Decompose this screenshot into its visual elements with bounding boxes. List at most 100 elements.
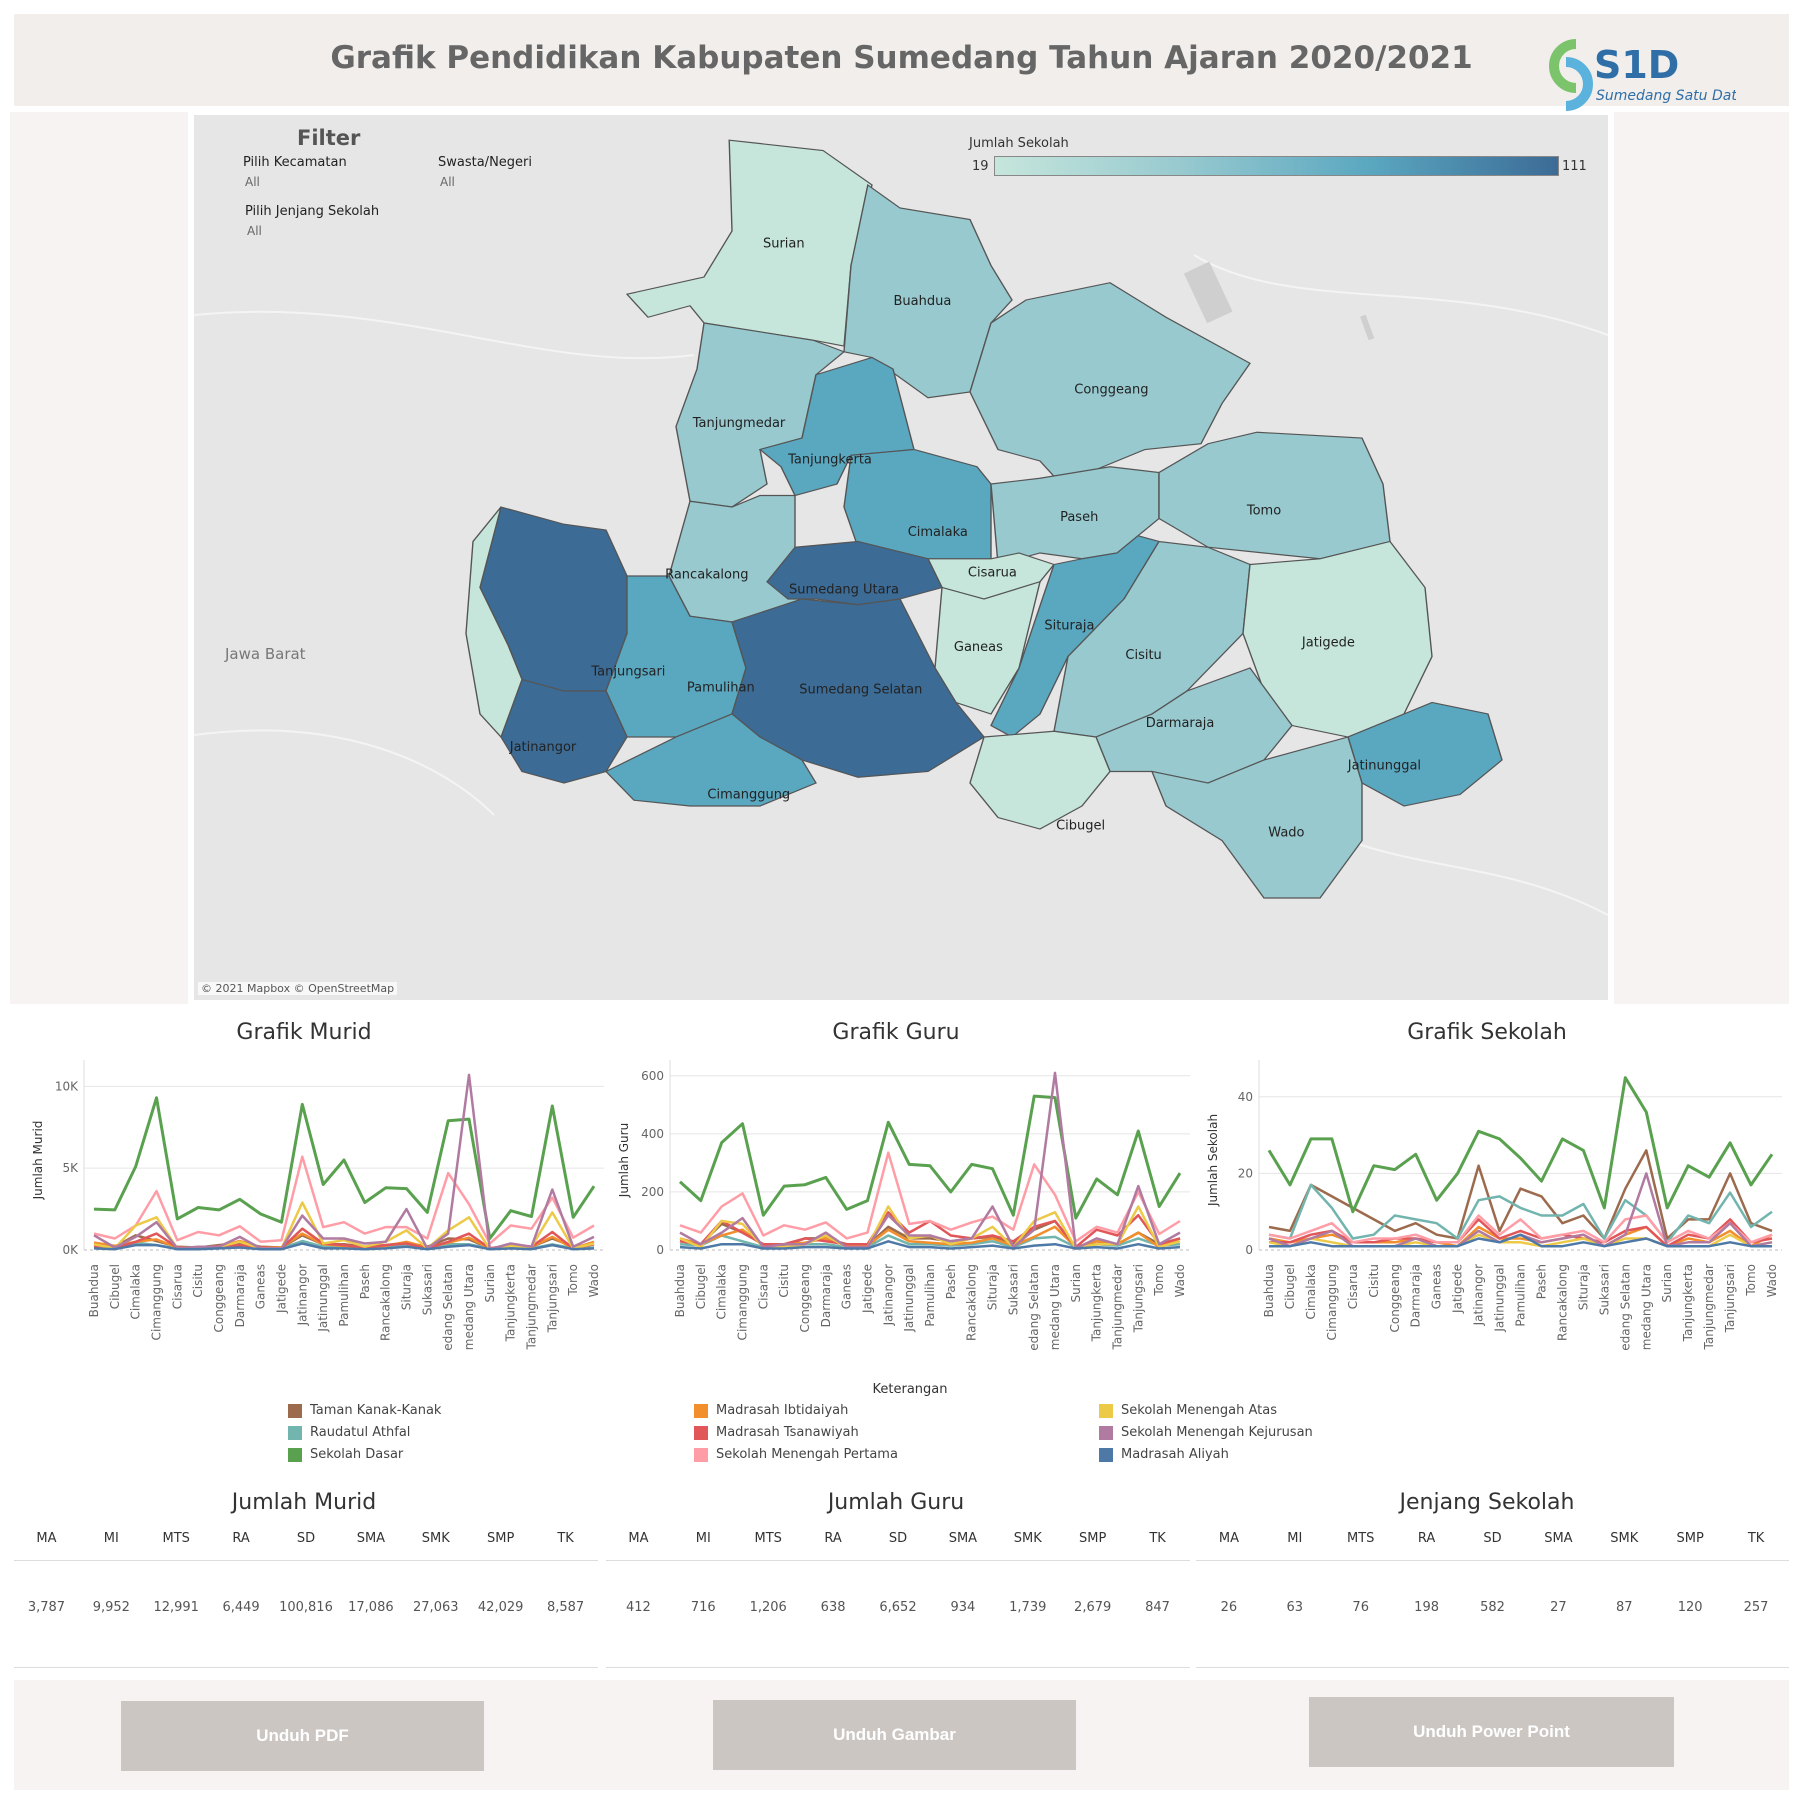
legend-swatch — [1099, 1425, 1113, 1440]
s1d-logo: S1D Sumedang Satu Data — [1536, 32, 1745, 112]
district-jatinangor[interactable] — [500, 678, 628, 784]
table-header-smp: SMP — [1079, 1531, 1107, 1546]
legend-swatch — [694, 1425, 708, 1440]
x-tick-label: Sukasari — [1597, 1264, 1611, 1315]
series-line-sekolah-dasar[interactable] — [93, 1096, 596, 1240]
series-line-sekolah-menengah-pertama[interactable] — [93, 1155, 595, 1245]
series-line-madrasah-aliyah[interactable] — [93, 1242, 595, 1251]
x-tick-label: Sukasari — [1006, 1264, 1020, 1315]
district-rancakalong[interactable] — [668, 494, 803, 623]
district-tanjungmedar[interactable] — [675, 322, 846, 508]
legend-item-madrasah-tsanawiyah[interactable]: Madrasah Tsanawiyah — [694, 1425, 859, 1440]
district-label-tanjungsari: Tanjungsari — [590, 664, 665, 679]
series-line-madrasah-aliyah[interactable] — [1269, 1233, 1772, 1248]
table-cell-mts: 1,206 — [749, 1600, 787, 1615]
legend-item-sekolah-dasar[interactable]: Sekolah Dasar — [288, 1447, 403, 1462]
x-tick-label: Jatinunggal — [902, 1264, 916, 1333]
legend-item-sekolah-menengah-pertama[interactable]: Sekolah Menengah Pertama — [694, 1447, 898, 1462]
map-legend-title: Jumlah Sekolah — [969, 136, 1069, 151]
district-label-pamulihan: Pamulihan — [687, 680, 755, 695]
series-line-sekolah-menengah-pertama[interactable] — [1268, 1214, 1773, 1244]
download-ppt-button[interactable]: Unduh Power Point — [1309, 1697, 1674, 1767]
legend-item-madrasah-aliyah[interactable]: Madrasah Aliyah — [1099, 1447, 1229, 1462]
x-tick-label: Sumedang Utara — [1639, 1264, 1653, 1350]
series-line-sekolah-dasar[interactable] — [678, 1094, 1182, 1220]
district-label-surian: Surian — [763, 237, 805, 252]
chart-sekolah[interactable]: 0 20 40 Jumlah Sekolah Buahdua Cibugel Cimalak… — [1196, 1050, 1790, 1350]
table-cell-ma: 3,787 — [27, 1600, 66, 1615]
legend-item-sekolah-menengah-atas[interactable]: Sekolah Menengah Atas — [1099, 1403, 1277, 1418]
y-tick-label: 200 — [641, 1185, 664, 1199]
district-label-jatinangor: Jatinangor — [509, 740, 577, 755]
district-conggeang[interactable] — [969, 282, 1251, 485]
chart-murid[interactable]: 0K 5K 10K Jumlah Murid Buahdua Cibugel Cimalak… — [14, 1050, 604, 1350]
filter-kecamatan-select[interactable]: All — [245, 175, 260, 189]
table-cell-smk: 87 — [1615, 1600, 1633, 1615]
table-header-ma: MA — [36, 1531, 57, 1546]
series-line-sekolah-menengah-kejurusan[interactable] — [679, 1071, 1181, 1250]
filter-title: Filter — [297, 126, 361, 150]
x-tick-label: Tanjungsari — [1131, 1264, 1145, 1333]
table-header-divider — [1196, 1560, 1789, 1561]
legend-item-label: Sekolah Menengah Pertama — [716, 1447, 898, 1462]
y-tick-label: 5K — [62, 1161, 79, 1175]
table-cell-ma: 26 — [1220, 1600, 1238, 1615]
district-jatinunggal[interactable] — [1347, 701, 1503, 807]
legend-item-taman-kanak-kanak[interactable]: Taman Kanak-Kanak — [288, 1403, 441, 1418]
legend-item-raudatul-athfal[interactable]: Raudatul Athfal — [288, 1425, 410, 1440]
x-tick-label: Buahdua — [1262, 1264, 1276, 1317]
x-tick-label: Sumedang Selatan — [1027, 1264, 1041, 1350]
x-tick-label: Wado — [1173, 1264, 1187, 1297]
district-label-ganeas: Ganeas — [954, 640, 1003, 655]
download-image-button[interactable]: Unduh Gambar — [713, 1700, 1076, 1770]
download-pdf-button[interactable]: Unduh PDF — [121, 1701, 484, 1771]
filter-status-select[interactable]: All — [440, 175, 455, 189]
district-label-cimalaka: Cimalaka — [908, 525, 968, 540]
district-cimanggung[interactable] — [604, 713, 817, 807]
x-tick-label: Surian — [1660, 1264, 1674, 1302]
series-line-sekolah-dasar[interactable] — [1267, 1076, 1774, 1214]
table-header-mts: MTS — [1346, 1531, 1375, 1546]
legend-swatch — [288, 1403, 302, 1418]
district-label-tomo: Tomo — [1246, 503, 1281, 518]
table-cell-sd: 582 — [1480, 1600, 1505, 1615]
district-wado[interactable] — [1150, 736, 1363, 899]
district-tanjungkerta[interactable] — [758, 356, 915, 497]
legend-swatch — [1099, 1403, 1113, 1418]
series-line-raudatul-athfal[interactable] — [1268, 1183, 1773, 1244]
map-attribution[interactable]: © 2021 Mapbox © OpenStreetMap — [198, 982, 398, 995]
x-tick-label: Darmaraja — [1409, 1264, 1423, 1327]
x-tick-label: Jatinunggal — [1493, 1264, 1507, 1333]
filter-kecamatan-label: Pilih Kecamatan — [243, 155, 347, 170]
x-tick-label: Cibugel — [1283, 1264, 1297, 1309]
district-darmaraja[interactable] — [1095, 667, 1293, 784]
x-tick-label: Sumedang Utara — [462, 1264, 476, 1350]
y-tick-label: 40 — [1238, 1090, 1253, 1104]
district-sukasari[interactable] — [465, 506, 523, 739]
map-panel[interactable]: Surian Buahdua Conggeang Tanjungmedar Tanjun… — [194, 115, 1608, 1000]
x-tick-label: Buahdua — [87, 1264, 101, 1317]
legend-item-sekolah-menengah-kejurusan[interactable]: Sekolah Menengah Kejurusan — [1099, 1425, 1313, 1440]
region-label: Jawa Barat — [225, 645, 306, 663]
filter-jenjang-select[interactable]: All — [247, 224, 262, 238]
x-tick-label: Paseh — [358, 1264, 372, 1299]
table-cell-smk: 1,739 — [1009, 1600, 1047, 1615]
district-label-cisitu: Cisitu — [1125, 648, 1161, 663]
x-tick-label: Tanjungkerta — [1681, 1264, 1695, 1342]
district-cibugel[interactable] — [969, 730, 1111, 830]
table-header-tk: TK — [557, 1531, 574, 1546]
y-tick-label: 0 — [656, 1243, 664, 1257]
table-header-mts: MTS — [754, 1531, 782, 1546]
table-guru-title: Jumlah Guru — [827, 1490, 965, 1515]
legend-item-madrasah-ibtidaiyah[interactable]: Madrasah Ibtidaiyah — [694, 1403, 848, 1418]
legend-item-label: Raudatul Athfal — [310, 1425, 411, 1440]
x-tick-label: Cimanggung — [1325, 1264, 1339, 1340]
x-tick-label: Conggeang — [212, 1264, 226, 1333]
series-line-sekolah-menengah-pertama[interactable] — [679, 1151, 1181, 1243]
series-line-madrasah-aliyah[interactable] — [679, 1240, 1181, 1250]
table-cell-smp: 2,679 — [1074, 1600, 1112, 1615]
x-tick-label: Pamulihan — [923, 1264, 937, 1327]
table-cell-mts: 76 — [1352, 1600, 1369, 1615]
chart-guru[interactable]: 0 200 400 600 Jumlah Guru Buahdua Cibugel Cimal… — [605, 1050, 1195, 1350]
y-tick-label: 400 — [641, 1127, 664, 1141]
